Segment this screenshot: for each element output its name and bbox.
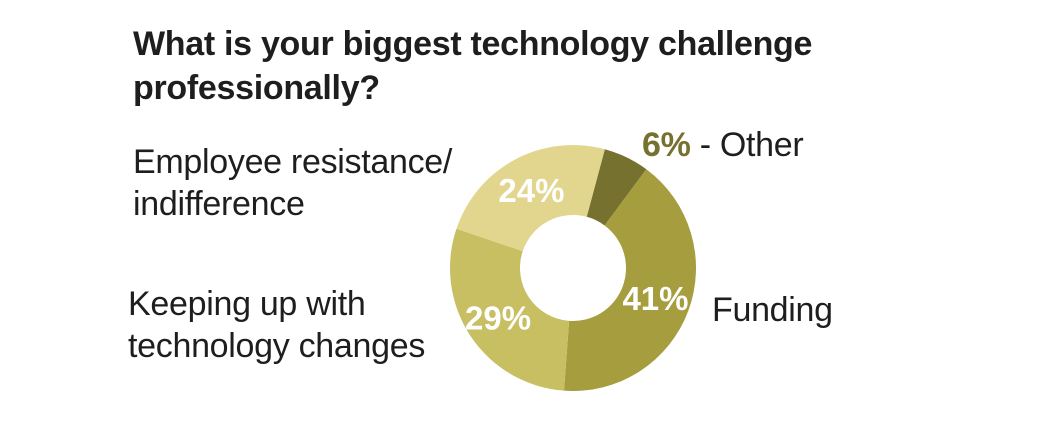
slice-funding-percent: 41% <box>622 280 688 317</box>
slice-funding <box>563 169 696 391</box>
label-other: 6% - Other <box>642 124 804 166</box>
label-keeping-up: Keeping up with technology changes <box>128 285 426 365</box>
chart-title: What is your biggest technology challeng… <box>133 25 813 107</box>
slice-keeping-up <box>450 228 570 391</box>
label-funding: Funding <box>712 291 833 329</box>
slice-employee-resistance-percent: 24% <box>498 172 564 209</box>
slice-keeping-up-percent: 29% <box>465 299 531 336</box>
label-other-text: - Other <box>690 126 804 164</box>
label-employee-resistance: Employee resistance/ indifference <box>133 143 453 223</box>
slice-other <box>586 149 647 226</box>
label-other-percent: 6% <box>642 126 691 164</box>
slice-employee-resistance <box>456 145 605 252</box>
